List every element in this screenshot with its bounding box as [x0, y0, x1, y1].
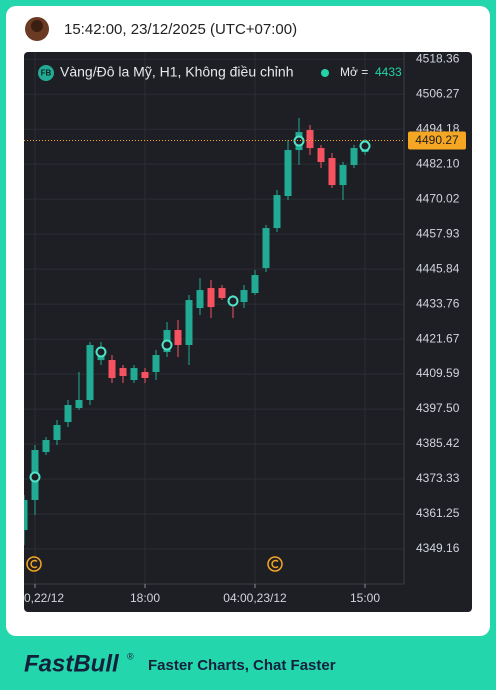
axes: 4349.16 4361.25 4373.33 4385.42 4397.50 4409.…	[416, 51, 460, 555]
event-icon[interactable]	[26, 556, 42, 572]
open-value: 4433	[375, 65, 402, 79]
candle-body	[196, 290, 204, 309]
event-marker	[293, 135, 305, 147]
brand: FastBull	[24, 650, 120, 677]
y-tick-label: 4433.76	[416, 296, 460, 310]
legend: FB Vàng/Đô la Mỹ, H1, Không điều chỉnh M…	[38, 64, 402, 81]
y-tick-label: 4421.67	[416, 331, 460, 345]
y-tick-label: 4349.16	[416, 541, 460, 555]
candle-body	[207, 288, 215, 308]
candle-body	[350, 148, 358, 166]
candle-body	[262, 228, 270, 269]
y-tick-label: 4409.59	[416, 366, 460, 380]
candle-body	[108, 360, 116, 379]
timestamp: 15:42:00, 23/12/2025 (UTC+07:00)	[64, 21, 297, 38]
candle-body	[306, 130, 314, 149]
candle-body	[53, 425, 61, 441]
candle-body	[64, 405, 72, 423]
event-marker	[29, 471, 41, 483]
candle-body	[240, 290, 248, 303]
x-tick-label: 0,22/12	[24, 591, 64, 605]
badge: FB	[41, 69, 52, 78]
y-tick-label: 4397.50	[416, 401, 460, 415]
candle-body	[339, 165, 347, 186]
x-tick-label: 18:00	[130, 591, 160, 605]
candle-body	[119, 368, 127, 377]
y-tick-label: 4482.10	[416, 156, 460, 170]
open-label: Mở =	[340, 65, 368, 79]
registered: ®	[127, 651, 134, 661]
symbol-title: Vàng/Đô la Mỹ, H1, Không điều chỉnh	[60, 64, 293, 80]
x-tick-label: 04:00,23/12	[223, 591, 287, 605]
candle-body	[130, 368, 138, 381]
y-tick-label: 4518.36	[416, 51, 460, 65]
candle-body	[24, 499, 28, 531]
avatar-face	[31, 20, 43, 32]
status-dot	[321, 69, 329, 77]
candle-body	[174, 330, 182, 346]
last-price-box	[408, 131, 466, 150]
y-tick-label: 4457.93	[416, 226, 460, 240]
y-tick-label: 4373.33	[416, 471, 460, 485]
candle-body	[141, 372, 149, 379]
y-tick-label: 4470.02	[416, 191, 460, 205]
candle-body	[218, 288, 226, 299]
candle-body	[42, 440, 50, 453]
candle-body	[317, 148, 325, 163]
candle-body	[152, 355, 160, 373]
y-tick-label: 4361.25	[416, 506, 460, 520]
event-icon[interactable]	[267, 556, 283, 572]
chart-panel	[24, 52, 472, 612]
last-price-label: 4490.27	[415, 133, 459, 147]
candle-body	[251, 275, 259, 294]
y-tick-label: 4445.84	[416, 261, 460, 275]
tagline: Faster Charts, Chat Faster	[148, 657, 336, 674]
y-tick-label: 4506.27	[416, 86, 460, 100]
event-marker	[95, 346, 107, 358]
badge-bg	[38, 65, 54, 81]
candle-body	[284, 150, 292, 197]
candle-body	[185, 300, 193, 346]
candle-body	[86, 345, 94, 401]
candle-body	[75, 400, 83, 409]
event-marker	[359, 140, 371, 152]
x-tick-label: 15:00	[350, 591, 380, 605]
candle-body	[328, 158, 336, 186]
event-marker	[161, 339, 173, 351]
event-marker	[227, 295, 239, 307]
candle-body	[273, 195, 281, 229]
plot-area	[24, 118, 404, 546]
y-tick-label: 4385.42	[416, 436, 460, 450]
last-price: 4490.27	[408, 131, 466, 150]
